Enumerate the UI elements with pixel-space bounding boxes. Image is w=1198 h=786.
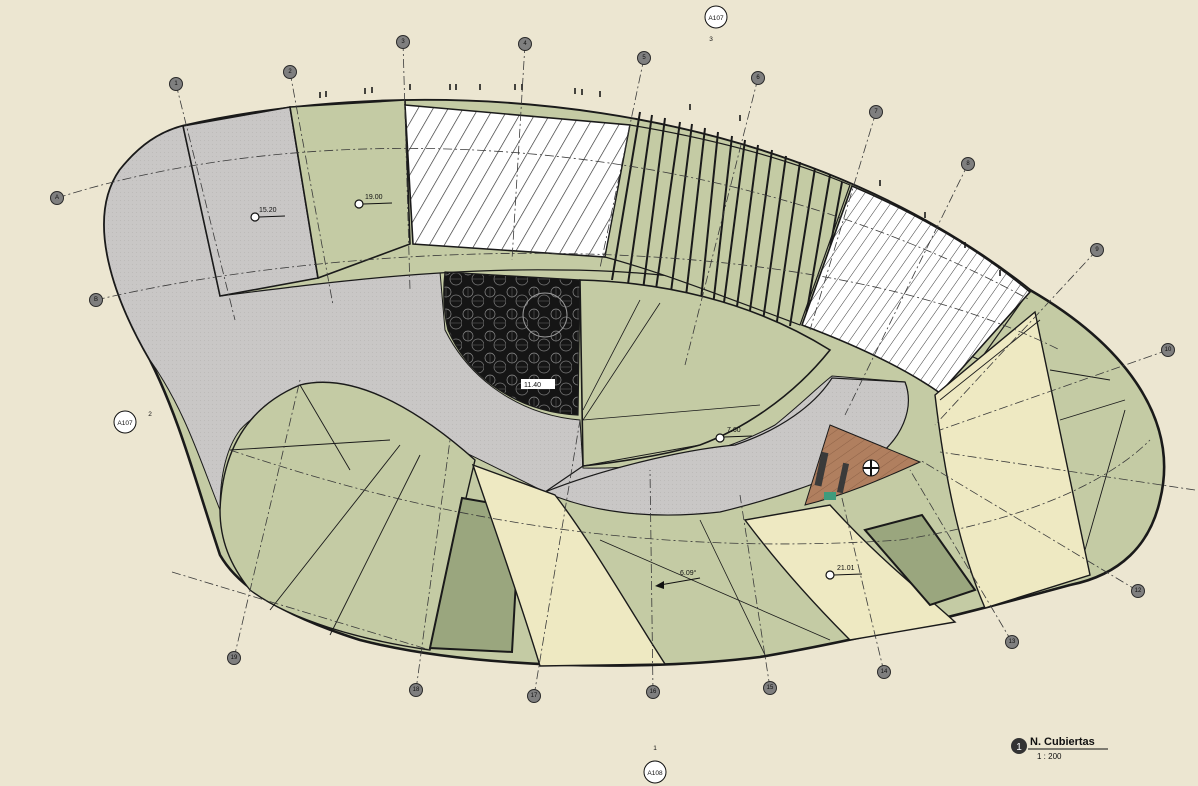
skylight-cream-1 [471,463,667,667]
view-number: 1 [1016,742,1022,753]
roof-fan-line [269,444,401,611]
grid-ring-B-label: B [94,297,98,303]
bench [814,451,829,487]
grid-axis-8-label: 8 [966,161,970,167]
view-title: N. Cubiertas [1030,736,1095,748]
section-ref-top: A107 3 [704,5,728,43]
section-ref-sheet: A107 [708,15,724,22]
elevation-label: 15.20 [259,207,277,214]
section-ref-sheet: A107 [117,420,133,427]
roof-ridge [582,302,661,421]
view-title-block: 1 N. Cubiertas 1 : 200 [1011,736,1108,761]
slope-label: 6.09° [680,569,697,577]
grid-axis-12-label: 12 [1135,588,1142,594]
grid-axis-2-label: 2 [288,69,292,75]
grid-axis-5-bubble [637,51,651,65]
elevation-mark: 15.20 [250,207,286,222]
grid-axes [56,41,1196,697]
grid-axis-17-bubble [527,689,541,703]
section-ref-number: 1 [653,745,657,752]
roof-ridge [582,444,701,467]
grid-axis-15-label: 15 [767,685,774,691]
grid-axis-4-bubble [518,37,532,51]
grid-axis-14-label: 14 [881,669,888,675]
view-scale: 1 : 200 [1037,752,1062,761]
grid-axis-1-label: 1 [174,81,178,87]
roof-fan-line [699,519,766,656]
section-ref-number: 3 [709,36,713,43]
grid-axis-3-bubble [396,35,410,49]
wood-deck [804,424,922,506]
grid-ring-A-bubble [50,191,64,205]
roof-fan-line [599,539,831,641]
grid-axis-8-bubble [961,157,975,171]
grid-ring-B-bubble [89,293,103,307]
courtyard-tree [522,292,568,338]
section-ref-left: A107 2 [113,410,152,434]
grid-axis-16-bubble [646,685,660,699]
roof-fan-line [299,384,351,471]
skylight-louvers-2 [800,184,1032,395]
grid-axis-17-label: 17 [531,693,538,699]
grid-axis-7-label: 7 [874,109,878,115]
roof-fan-line [1059,399,1126,421]
roof-fan-line [1084,409,1126,551]
grid-axis-10-bubble [1161,343,1175,357]
grid-axis-13-label: 13 [1009,639,1016,645]
elevation-label: 11.40 [524,382,541,389]
grid-axis-7-bubble [869,105,883,119]
grid-axis-13-bubble [1005,635,1019,649]
grid-axis-1-bubble [169,77,183,91]
bench [836,462,850,494]
slope-arrow: 6.09° [655,569,701,589]
grid-axis-16-label: 16 [650,689,657,695]
grid-axis-18-bubble [409,683,423,697]
grid-axis-3-label: 3 [401,39,405,45]
lower-roof-fan [219,381,476,651]
roof-ridge [582,404,761,421]
roof-fan-line [329,454,421,636]
roof-fan-line [1049,369,1111,381]
dark-roof-panel [863,513,977,607]
roof-ridge [544,465,584,493]
elevation-mark: 21.01 [825,565,863,580]
north-compass-icon [862,459,880,477]
pergola-slat-lines [611,111,843,329]
grid-axis-9-bubble [1090,243,1104,257]
grid-axis-6-label: 6 [756,75,760,81]
central-roof-wedge [579,279,832,467]
roof-ridge [582,299,641,411]
grid-axis-14-bubble [877,665,891,679]
grid-axis-2-bubble [283,65,297,79]
elevation-mark: 11.40 [521,379,555,389]
grid-axis-10-label: 10 [1165,347,1172,353]
grid-axis-18-label: 18 [413,687,420,693]
pergola-slats [604,124,851,326]
grid-axis-9-label: 9 [1095,247,1099,253]
section-ref-sheet: A108 [647,770,663,777]
skylight-louvers-1 [404,104,631,258]
grid-ring-A-label: A [55,195,59,201]
elevation-label: 19.00 [365,194,383,201]
elevation-mark: 7.60 [715,427,753,443]
elevation-label: 7.60 [727,427,741,434]
roof-fan-line [229,439,391,451]
planter [824,492,836,500]
grid-axis-5-label: 5 [642,55,646,61]
grid-axis-19-label: 19 [231,655,238,661]
section-ref-number: 2 [148,411,152,418]
elevation-label: 21.01 [837,565,855,572]
grid-axis-19-bubble [227,651,241,665]
grid-axis-4-label: 4 [523,41,527,47]
elevation-mark: 19.00 [354,194,393,209]
skylight-cream-3 [934,310,1091,609]
grid-axis-12-bubble [1131,584,1145,598]
section-ref-bottom: A108 1 [643,745,667,784]
roof-segment-green [289,99,411,280]
grid-axis-15-bubble [763,681,777,695]
parapet-ticks [319,84,1001,276]
grid-axis-6-bubble [751,71,765,85]
